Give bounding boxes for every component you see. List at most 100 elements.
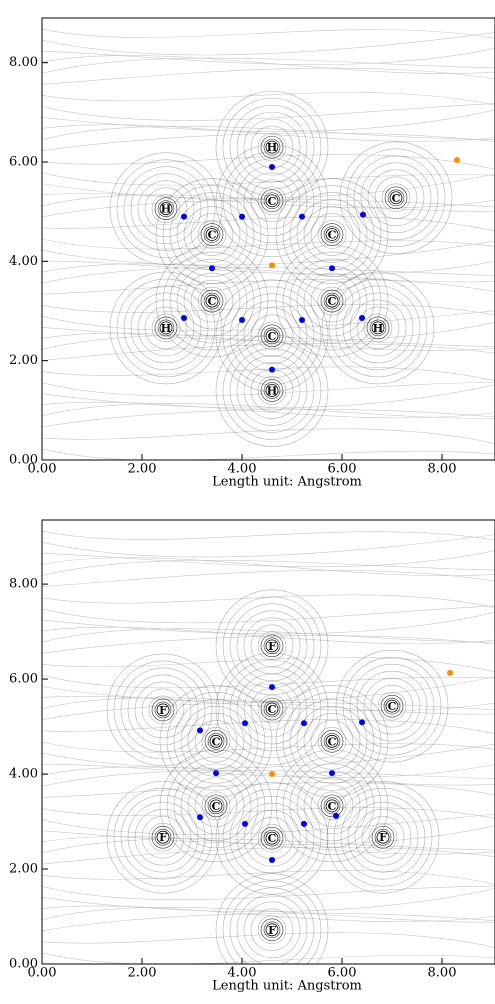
field-line xyxy=(42,334,495,350)
contour-line xyxy=(222,788,322,888)
contour-line xyxy=(187,712,245,770)
atom-marker xyxy=(265,831,279,845)
field-line xyxy=(42,696,495,712)
contour-line xyxy=(141,815,185,859)
field-line xyxy=(42,846,495,865)
plot-area: F C F C C C C C C F F F xyxy=(42,520,495,964)
contour-line xyxy=(289,698,375,784)
contour-line xyxy=(194,784,238,828)
contour-line xyxy=(310,784,354,828)
contour-line xyxy=(173,763,259,849)
contour-line xyxy=(222,596,322,696)
atom-marker xyxy=(325,734,339,748)
contour-line xyxy=(127,674,199,746)
critical-point xyxy=(269,366,275,373)
atom-label: C xyxy=(328,229,337,242)
y-tick-label: 4.00 xyxy=(9,254,38,269)
atom-label: C xyxy=(392,192,401,205)
field-line xyxy=(42,67,495,85)
contour-line xyxy=(197,220,227,249)
critical-point xyxy=(239,316,245,323)
field-line xyxy=(42,838,495,854)
contour-line xyxy=(154,828,172,846)
contour-line xyxy=(169,192,255,277)
contour-line xyxy=(130,173,202,245)
x-tick-label: 0.00 xyxy=(28,966,57,981)
contour-line xyxy=(250,314,294,358)
contour-line xyxy=(236,610,308,682)
field-line xyxy=(42,28,495,39)
contour-line xyxy=(257,694,287,724)
field-line xyxy=(42,836,495,855)
contour-line xyxy=(159,684,273,798)
atom-label: C xyxy=(328,295,337,308)
atom-marker xyxy=(376,830,390,844)
field-line xyxy=(42,382,495,397)
contour-line xyxy=(151,313,181,343)
contour-line xyxy=(215,652,329,766)
contour-line xyxy=(190,213,234,256)
field-line xyxy=(42,906,495,923)
contour-line xyxy=(349,299,407,357)
contour-line xyxy=(323,292,341,310)
critical-point xyxy=(213,770,219,777)
contour-line xyxy=(320,729,344,753)
contour-line xyxy=(257,132,287,162)
contour-line xyxy=(370,684,414,728)
atom-label: C xyxy=(268,832,277,845)
field-line xyxy=(42,57,495,74)
contour-line xyxy=(326,780,440,894)
contour-line xyxy=(328,278,428,378)
critical-point xyxy=(299,213,305,220)
x-tick-label: 6.00 xyxy=(328,462,357,477)
contour-line xyxy=(113,787,213,887)
atom-marker xyxy=(325,799,339,813)
contour-line xyxy=(134,808,192,866)
field-line xyxy=(42,534,495,558)
contour-line xyxy=(236,802,308,874)
contour-line xyxy=(342,292,414,364)
critical-point xyxy=(299,316,305,323)
contour-line xyxy=(141,688,185,732)
contour-line xyxy=(109,152,223,266)
contour-line xyxy=(303,777,361,835)
y-tick-label: 2.00 xyxy=(9,862,38,877)
contour-line xyxy=(310,213,354,256)
plot-frame xyxy=(41,519,495,965)
field-line xyxy=(42,266,495,284)
contour-line xyxy=(190,279,234,323)
atom-marker xyxy=(265,639,279,653)
contour-line xyxy=(384,186,408,210)
contour-line xyxy=(263,382,281,399)
x-tick-label: 2.00 xyxy=(128,462,157,477)
atom-label: F xyxy=(268,640,276,653)
contour-line xyxy=(257,376,287,405)
atom-marker xyxy=(325,228,339,241)
contour-line xyxy=(229,293,315,379)
contour-line xyxy=(353,155,439,241)
contour-line xyxy=(260,379,284,402)
contour-line xyxy=(169,258,255,344)
contour-line xyxy=(229,348,315,433)
contour-line xyxy=(260,189,284,213)
field-line xyxy=(42,605,495,624)
contour-line xyxy=(151,825,175,849)
critical-point xyxy=(239,213,245,220)
contour-line xyxy=(123,166,209,252)
contour-line xyxy=(289,258,375,344)
field-line xyxy=(42,172,495,186)
contour-line xyxy=(116,159,216,259)
critical-point xyxy=(359,314,365,321)
critical-point xyxy=(269,262,275,269)
contour-line xyxy=(204,729,228,753)
contour-line xyxy=(201,791,231,821)
y-tick-label: 4.00 xyxy=(9,767,38,782)
contour-line xyxy=(260,634,284,658)
field-line xyxy=(42,612,495,635)
contour-line xyxy=(222,659,322,759)
contour-line xyxy=(257,631,287,661)
field-line xyxy=(42,559,495,576)
x-tick-label: 4.00 xyxy=(228,462,257,477)
